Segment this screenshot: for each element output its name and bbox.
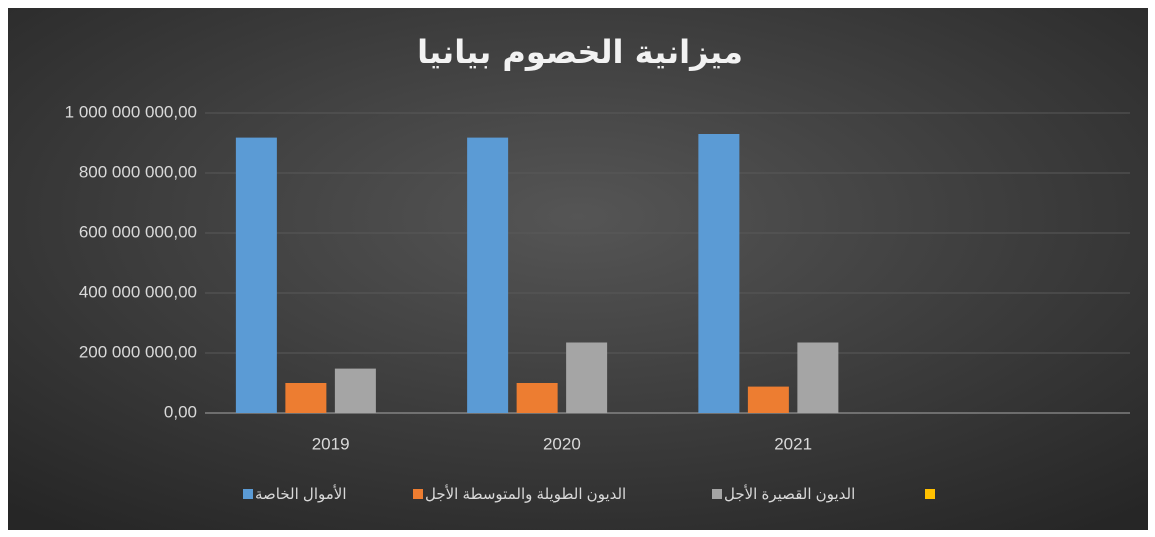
y-tick-label: 200 000 000,00	[79, 342, 197, 361]
y-tick-label: 800 000 000,00	[79, 162, 197, 181]
legend-label: الديون القصيرة الأجل	[724, 484, 855, 503]
legend-swatch	[712, 489, 722, 499]
bar	[235, 137, 277, 413]
bar	[566, 342, 608, 413]
bar	[698, 134, 740, 413]
legend-label: الديون الطويلة والمتوسطة الأجل	[425, 484, 626, 503]
x-tick-label: 2019	[312, 434, 350, 453]
bar	[467, 137, 509, 413]
bar	[797, 342, 839, 413]
legend-label: الأموال الخاصة	[255, 484, 347, 503]
x-tick-label: 2020	[543, 434, 581, 453]
bar	[516, 383, 558, 413]
x-tick-label: 2021	[774, 434, 812, 453]
y-tick-label: 0,00	[164, 402, 197, 421]
legend-swatch	[413, 489, 423, 499]
bar	[334, 368, 376, 413]
chart-title: ميزانية الخصوم بيانيا	[417, 33, 743, 71]
bar	[747, 386, 789, 413]
y-tick-label: 400 000 000,00	[79, 282, 197, 301]
chart-area	[8, 8, 1148, 530]
y-tick-label: 1 000 000 000,00	[65, 102, 197, 121]
legend-swatch	[243, 489, 253, 499]
legend-swatch	[925, 489, 935, 499]
y-tick-label: 600 000 000,00	[79, 222, 197, 241]
bar	[285, 383, 327, 413]
